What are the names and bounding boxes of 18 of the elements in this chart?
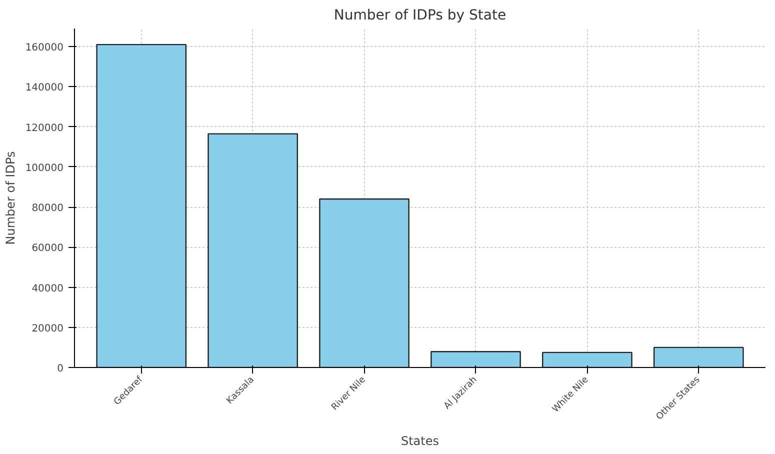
x-axis-title: States — [400, 434, 440, 448]
y-tick-label: 20000 — [32, 323, 64, 334]
bar — [319, 198, 410, 368]
bar — [653, 346, 744, 368]
y-axis-title: Number of IDPs — [3, 151, 18, 245]
y-tick-label: 140000 — [25, 82, 64, 94]
bar — [542, 352, 632, 368]
y-tick-label: 0 — [57, 364, 64, 374]
y-tick-label: 100000 — [25, 162, 64, 174]
y-tick-label: 80000 — [32, 203, 64, 214]
bar — [430, 351, 521, 368]
y-tick-label: 40000 — [32, 283, 64, 294]
y-tick-label: 160000 — [25, 42, 64, 54]
chart-title: Number of IDPs by State — [334, 8, 506, 24]
bar — [96, 44, 187, 368]
bar — [208, 133, 298, 368]
y-tick-label: 60000 — [32, 243, 64, 254]
y-tick-label: 120000 — [25, 122, 64, 134]
